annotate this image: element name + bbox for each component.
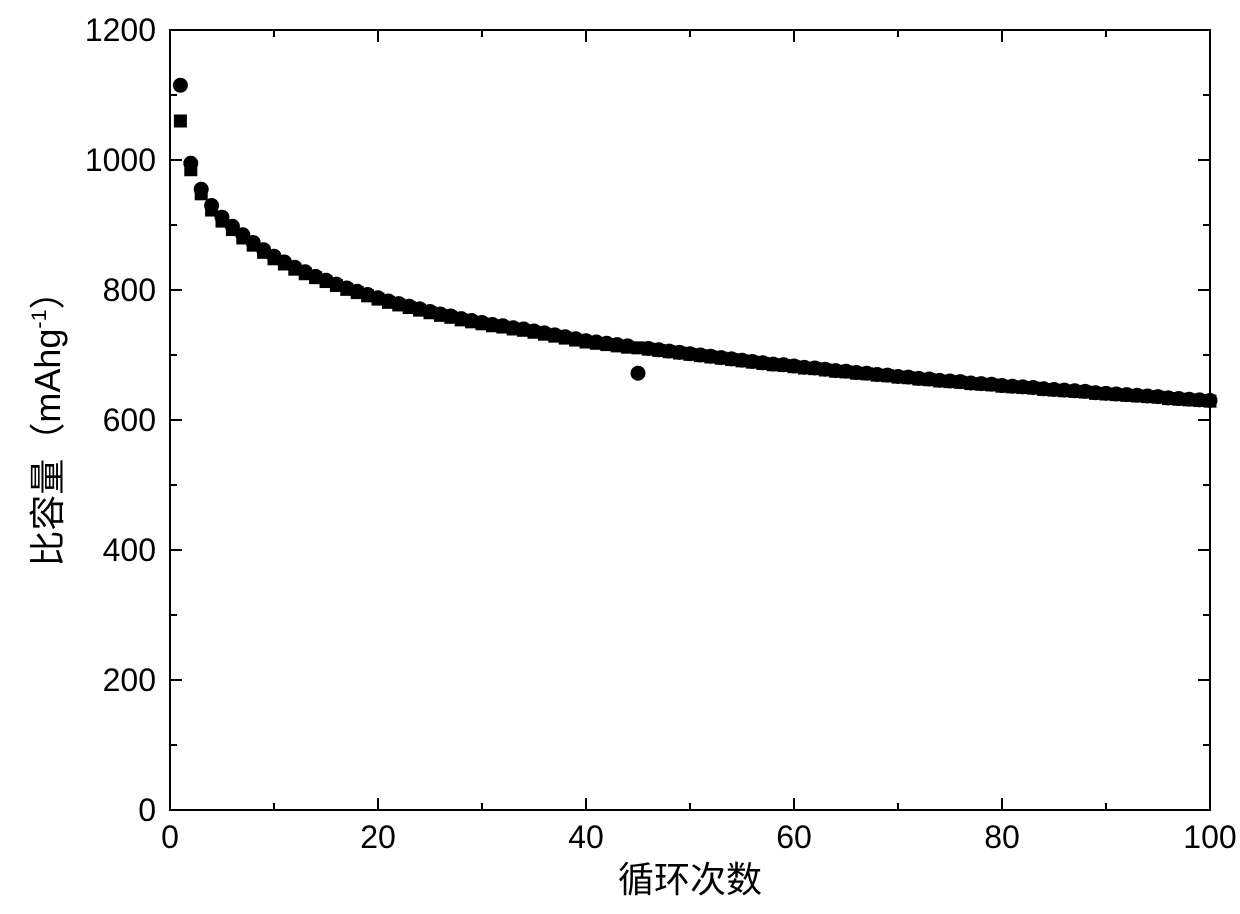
series-squares (174, 115, 1217, 408)
y-tick-label: 200 (103, 662, 156, 698)
x-tick-label: 80 (984, 819, 1020, 855)
y-tick-label: 1200 (85, 12, 156, 48)
y-tick-label: 800 (103, 272, 156, 308)
y-tick-label: 1000 (85, 142, 156, 178)
x-axis-label: 循环次数 (618, 859, 762, 900)
x-tick-label: 60 (776, 819, 812, 855)
capacity-cycle-chart: 020406080100020040060080010001200循环次数比容量… (0, 0, 1240, 914)
y-axis-label: 比容量（mAhg-1） (26, 273, 68, 566)
x-tick-label: 100 (1183, 819, 1236, 855)
y-tick-label: 600 (103, 402, 156, 438)
y-tick-label: 0 (138, 792, 156, 828)
x-tick-label: 0 (161, 819, 179, 855)
x-tick-label: 20 (360, 819, 396, 855)
y-tick-label: 400 (103, 532, 156, 568)
x-tick-label: 40 (568, 819, 604, 855)
plot-frame (170, 30, 1210, 810)
